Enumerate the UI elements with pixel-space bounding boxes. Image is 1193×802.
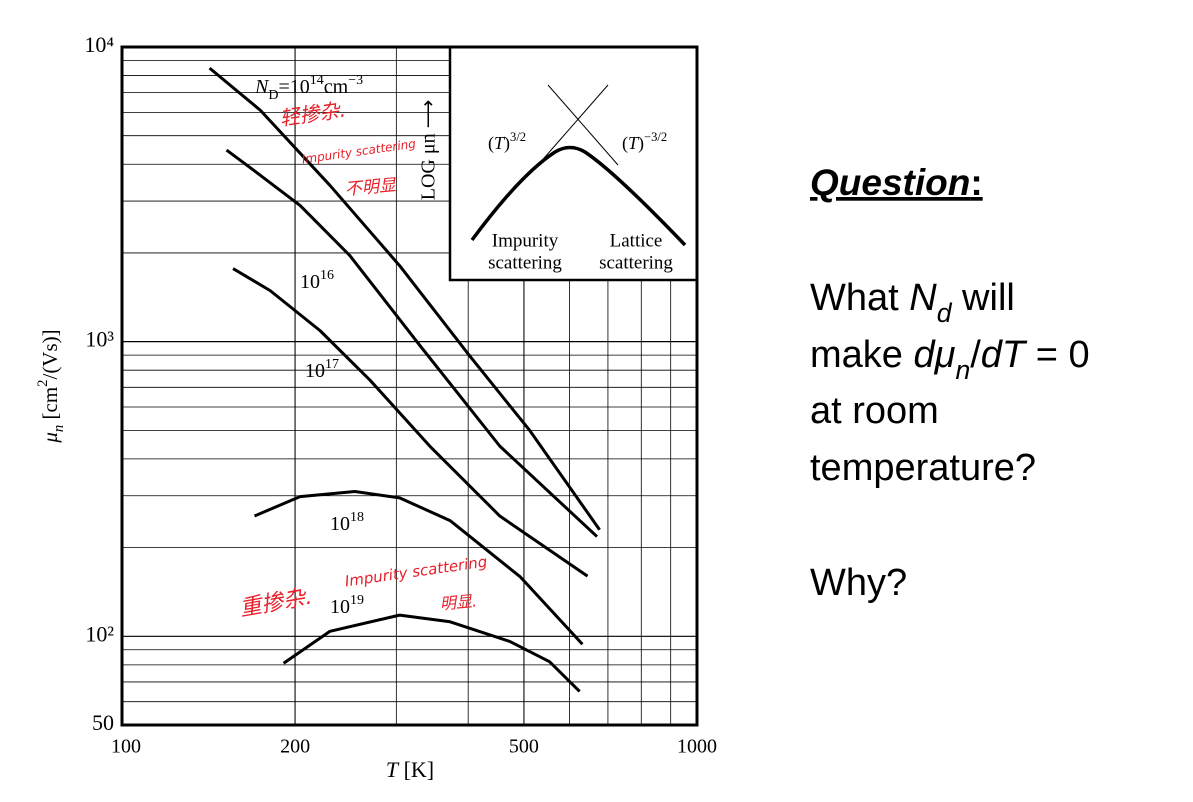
text-run: d: [937, 298, 953, 328]
x-tick-label: 1000: [677, 736, 717, 758]
text-run: /: [970, 334, 981, 376]
inset-line: [537, 84, 609, 166]
text-run: will: [952, 277, 1015, 319]
curve-label: ND=1014cm−3: [254, 73, 363, 103]
curve: [208, 66, 601, 531]
x-tick-label: 500: [509, 736, 539, 758]
text-run: What: [810, 277, 909, 319]
question-line: Why?: [810, 562, 907, 604]
inset-label: (T)−3/2: [622, 130, 667, 154]
text-run: −3/2: [644, 130, 667, 144]
inset-curve: [470, 145, 687, 247]
inset-diagram: [470, 84, 687, 247]
curve-label: 1018: [330, 510, 364, 535]
curve: [225, 148, 599, 538]
text-run: T: [386, 757, 400, 782]
question-title: Question:: [810, 162, 983, 203]
y-tick-label: 10⁴: [84, 32, 114, 57]
text-run: 19: [350, 593, 364, 608]
inset-label: Lattice: [610, 230, 663, 251]
text-run: 10: [300, 271, 320, 293]
curve-label: 1019: [330, 593, 364, 618]
text-run: 10: [330, 596, 350, 618]
y-tick-label: 10²: [85, 621, 114, 646]
text-run: =10: [278, 76, 309, 98]
text-run: D: [268, 88, 278, 103]
plot-frame: [120, 45, 699, 727]
x-axis-label: T [K]: [386, 757, 434, 782]
curve: [282, 613, 581, 693]
question-colon: :: [970, 162, 982, 203]
text-run: 18: [350, 510, 364, 525]
text-run: 3/2: [510, 130, 526, 144]
text-run: Why?: [810, 562, 907, 604]
x-tick-label: 200: [280, 736, 310, 758]
question-word: Question: [810, 162, 970, 203]
text-run: 10: [305, 360, 325, 382]
text-run: dμ: [913, 334, 955, 376]
text-run: N: [254, 76, 270, 98]
text-run: n: [955, 355, 970, 385]
curve-label: 1017: [305, 357, 339, 382]
text-run: 17: [325, 357, 339, 372]
text-run: temperature?: [810, 447, 1036, 489]
question-line: make dμn/dT = 0: [810, 334, 1090, 385]
y-axis-label: μn [cm2/(Vs)]: [35, 329, 67, 443]
text-run: T: [494, 133, 506, 153]
text-run: make: [810, 334, 913, 376]
text-run: [cm: [38, 387, 62, 425]
curves: [208, 66, 601, 693]
text-run: 14: [310, 73, 324, 88]
text-run: (: [622, 133, 628, 154]
question-line: temperature?: [810, 447, 1036, 489]
inset-line: [547, 84, 619, 166]
curve-label: 1016: [300, 268, 334, 293]
question-line: What Nd will: [810, 277, 1015, 328]
inset-label: Impurity: [492, 230, 559, 251]
text-run: N: [909, 277, 937, 319]
text-run: 2: [35, 380, 51, 387]
y-tick-label: 50: [92, 710, 114, 735]
text-run: ): [504, 133, 510, 154]
inset-label: scattering: [599, 252, 673, 273]
inset-label: (T)3/2: [488, 130, 526, 154]
x-tick-label: 100: [111, 736, 141, 758]
text-run: at room: [810, 390, 939, 432]
text-run: 16: [320, 268, 334, 283]
text-run: dT: [981, 334, 1028, 376]
inset-axis-label: LOG μn ⟶: [418, 100, 440, 201]
text-run: [K]: [398, 757, 434, 782]
text-run: /(Vs)]: [38, 329, 62, 379]
text-run: (: [488, 133, 494, 154]
text-run: −3: [348, 73, 363, 88]
handwritten-note: 明显.: [439, 591, 478, 613]
curve: [232, 267, 589, 578]
question: Question: What Nd will make dμn/dT = 0 at …: [810, 162, 1090, 604]
text-run: n: [51, 425, 67, 432]
inset-label: scattering: [488, 252, 562, 273]
text-run: ): [638, 133, 644, 154]
text-run: μ: [38, 432, 62, 444]
text-run: T: [628, 133, 640, 153]
question-line: at room: [810, 390, 939, 432]
y-tick-label: 10³: [85, 327, 114, 352]
text-run: 10: [330, 513, 350, 535]
text-run: cm: [324, 76, 349, 98]
handwritten-note: 不明显: [344, 176, 398, 200]
curve: [253, 490, 584, 646]
inset-box: [448, 45, 699, 282]
text-run: = 0: [1025, 334, 1089, 376]
